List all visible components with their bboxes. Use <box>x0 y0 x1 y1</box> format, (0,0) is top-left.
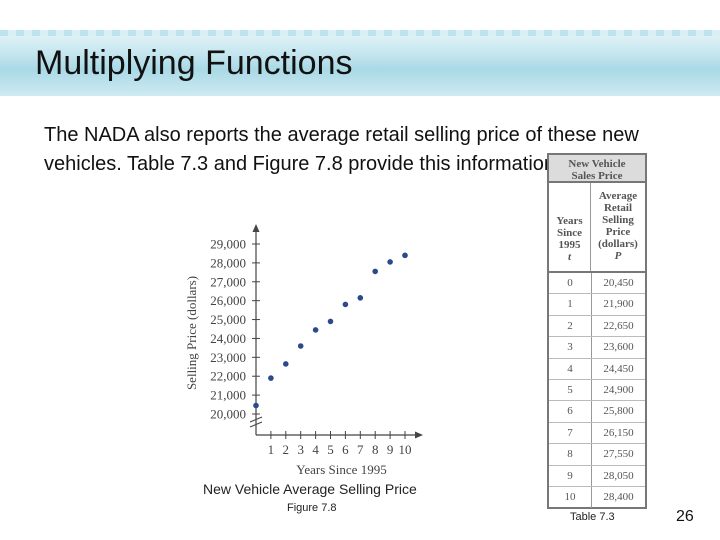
table-row: 2 22,650 <box>549 315 645 338</box>
table-title: New Vehicle Sales Price <box>549 153 645 183</box>
cell-years: 10 <box>549 486 592 509</box>
y-tick-label: 23,000 <box>210 350 246 365</box>
col1-line3: 1995 <box>558 239 581 251</box>
table-row: 9 28,050 <box>549 465 645 487</box>
table-row: 0 20,450 <box>549 273 645 295</box>
col1-line2: Since <box>556 227 583 239</box>
col2-variable: P <box>614 250 622 262</box>
sales-price-table: New Vehicle Sales Price Years Since 1995… <box>547 153 647 509</box>
cell-years: 9 <box>549 465 592 486</box>
cell-years: 7 <box>549 422 592 444</box>
y-tick-label: 22,000 <box>210 369 246 384</box>
x-tick-label: 6 <box>342 442 349 457</box>
data-point <box>342 301 349 308</box>
col2-line1: Average <box>598 190 638 202</box>
cell-price: 28,400 <box>603 490 634 503</box>
x-tick-label: 9 <box>387 442 394 457</box>
cell-years: 2 <box>549 315 592 337</box>
table-row: 1 21,900 <box>549 294 645 316</box>
cell-years: 8 <box>549 444 592 465</box>
axis-break-mark <box>249 416 263 423</box>
data-point <box>297 343 304 349</box>
col2-line2: Retail <box>603 202 633 214</box>
cell-price: 22,650 <box>603 319 634 332</box>
col2-line4: Price <box>605 226 631 238</box>
x-tick-label: 3 <box>297 442 304 457</box>
y-axis-label: Selling Price (dollars) <box>184 276 199 390</box>
cell-price: 24,450 <box>603 362 634 375</box>
x-axis-arrow <box>415 431 423 439</box>
x-tick-label: 2 <box>283 442 290 457</box>
x-tick-label: 8 <box>372 442 379 457</box>
col2-line3: Selling <box>602 214 634 226</box>
cell-years: 1 <box>549 294 592 315</box>
column-header-years: Years Since 1995 t <box>549 183 591 271</box>
table-row: 6 25,800 <box>549 401 645 423</box>
y-axis-arrow <box>252 224 260 232</box>
cell-price: 27,550 <box>603 448 634 461</box>
cell-price: 25,800 <box>603 405 634 418</box>
table-body: 0 20,450 1 21,900 2 22,650 3 23,600 4 24,450 … <box>549 273 645 509</box>
data-point <box>357 295 364 301</box>
page-number: 26 <box>676 508 694 525</box>
figure-label: Figure 7.8 <box>287 502 337 514</box>
y-tick-label: 24,000 <box>210 331 246 346</box>
y-tick-label: 20,000 <box>210 407 246 422</box>
y-tick-label: 25,000 <box>210 312 246 327</box>
y-tick-label: 27,000 <box>210 274 246 289</box>
cell-years: 3 <box>549 337 592 358</box>
data-point <box>372 268 378 275</box>
slide-body-text: The NADA also reports the average retail… <box>44 124 639 175</box>
cell-years: 5 <box>549 379 592 401</box>
col1-line1: Years <box>556 215 583 227</box>
scatter-chart: 20,000 21,000 22,000 23,000 24,000 25,000 26,0… <box>184 224 423 477</box>
table-title-line2: Sales Price <box>571 170 623 182</box>
x-axis-label: Years Since 1995 <box>296 462 386 477</box>
cell-price: 24,900 <box>603 383 634 396</box>
table-title-line1: New Vehicle <box>568 158 626 170</box>
table-row: 10 28,400 <box>549 486 645 509</box>
axis-break-mark <box>249 421 263 428</box>
data-point <box>253 402 259 409</box>
x-tick-label: 4 <box>312 442 319 457</box>
cell-years: 6 <box>549 401 592 422</box>
col2-line5: (dollars) <box>598 238 638 250</box>
y-tick-label: 21,000 <box>210 388 246 403</box>
column-header-price: Average Retail Selling Price (dollars) P <box>591 183 645 271</box>
table-row: 3 23,600 <box>549 337 645 359</box>
table-label: Table 7.3 <box>570 511 615 523</box>
cell-price: 23,600 <box>603 341 634 354</box>
data-point <box>283 361 289 367</box>
cell-years: 0 <box>549 273 592 294</box>
figure-caption: New Vehicle Average Selling Price <box>203 481 417 497</box>
title-banner <box>0 30 720 96</box>
col1-variable: t <box>567 251 572 263</box>
y-tick-label: 28,000 <box>210 255 246 270</box>
cell-years: 4 <box>549 358 592 379</box>
data-point <box>268 375 274 381</box>
y-tick-label: 26,000 <box>210 293 246 308</box>
data-point <box>387 259 393 265</box>
x-tick-label: 1 <box>268 442 275 457</box>
cell-price: 20,450 <box>603 277 634 289</box>
table-row: 5 24,900 <box>549 379 645 402</box>
x-tick-label: 10 <box>399 442 412 457</box>
cell-price: 21,900 <box>603 298 634 311</box>
x-tick-label: 7 <box>357 442 364 457</box>
table-row: 7 26,150 <box>549 422 645 445</box>
x-tick-label: 5 <box>327 442 334 457</box>
cell-price: 26,150 <box>603 426 634 439</box>
cell-price: 28,050 <box>603 469 634 482</box>
data-point <box>312 327 319 333</box>
slide-title: Multiplying Functions <box>35 44 353 82</box>
y-tick-label: 29,000 <box>210 237 246 252</box>
data-point <box>402 252 408 259</box>
table-row: 4 24,450 <box>549 358 645 380</box>
title-banner-stripe <box>0 30 720 36</box>
data-point <box>327 318 334 325</box>
table-header: Years Since 1995 t Average Retail Sellin… <box>549 183 645 273</box>
table-row: 8 27,550 <box>549 444 645 466</box>
